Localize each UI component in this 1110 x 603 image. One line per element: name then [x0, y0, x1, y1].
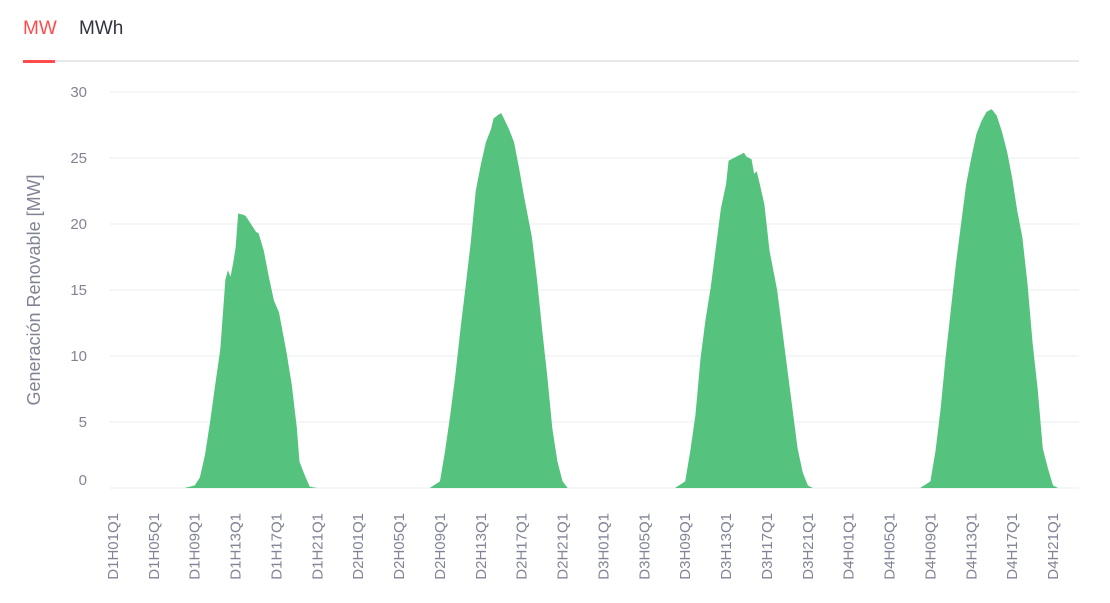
x-tick-label: D2H01Q1 — [350, 513, 367, 580]
x-tick-label: D2H17Q1 — [514, 513, 531, 580]
y-tick-label: 25 — [70, 150, 87, 167]
x-tick-label: D1H17Q1 — [268, 513, 285, 580]
y-tick-label: 30 — [70, 84, 87, 101]
area-layer — [113, 109, 1058, 488]
x-tick-label: D4H05Q1 — [882, 513, 899, 580]
y-tick-label: 0 — [79, 472, 87, 489]
x-tick-label: D3H21Q1 — [800, 513, 817, 580]
x-tick-label: D4H13Q1 — [963, 513, 980, 580]
x-tick-label: D3H01Q1 — [595, 513, 612, 580]
x-tick-label: D2H13Q1 — [473, 513, 490, 580]
x-tick-label: D1H21Q1 — [309, 513, 326, 580]
x-axis: D1H01Q1 D1H05Q1 D1H09Q1 D1H13Q1 D1H17Q1 D1H21… — [105, 513, 1062, 580]
x-tick-label: D1H01Q1 — [105, 513, 122, 580]
y-tick-label: 20 — [70, 216, 87, 233]
y-axis-label: Generación Renovable [MW] — [24, 174, 44, 405]
x-tick-label: D4H17Q1 — [1004, 513, 1021, 580]
x-tick-label: D4H01Q1 — [841, 513, 858, 580]
x-tick-label: D2H21Q1 — [555, 513, 572, 580]
x-tick-label: D1H05Q1 — [146, 513, 163, 580]
x-tick-label: D3H17Q1 — [759, 513, 776, 580]
x-tick-label: D1H13Q1 — [228, 513, 245, 580]
x-tick-label: D3H05Q1 — [636, 513, 653, 580]
y-axis: 0 5 10 15 20 25 30 — [70, 84, 87, 489]
x-tick-label: D1H09Q1 — [187, 513, 204, 580]
area-series-0 — [113, 109, 1058, 488]
y-tick-label: 5 — [79, 414, 87, 431]
x-tick-label: D2H05Q1 — [391, 513, 408, 580]
x-tick-label: D3H09Q1 — [677, 513, 694, 580]
x-tick-label: D4H21Q1 — [1045, 513, 1062, 580]
y-tick-label: 10 — [70, 348, 87, 365]
x-tick-label: D2H09Q1 — [432, 513, 449, 580]
x-tick-label: D3H13Q1 — [718, 513, 735, 580]
x-tick-label: D4H09Q1 — [922, 513, 939, 580]
y-tick-label: 15 — [70, 282, 87, 299]
